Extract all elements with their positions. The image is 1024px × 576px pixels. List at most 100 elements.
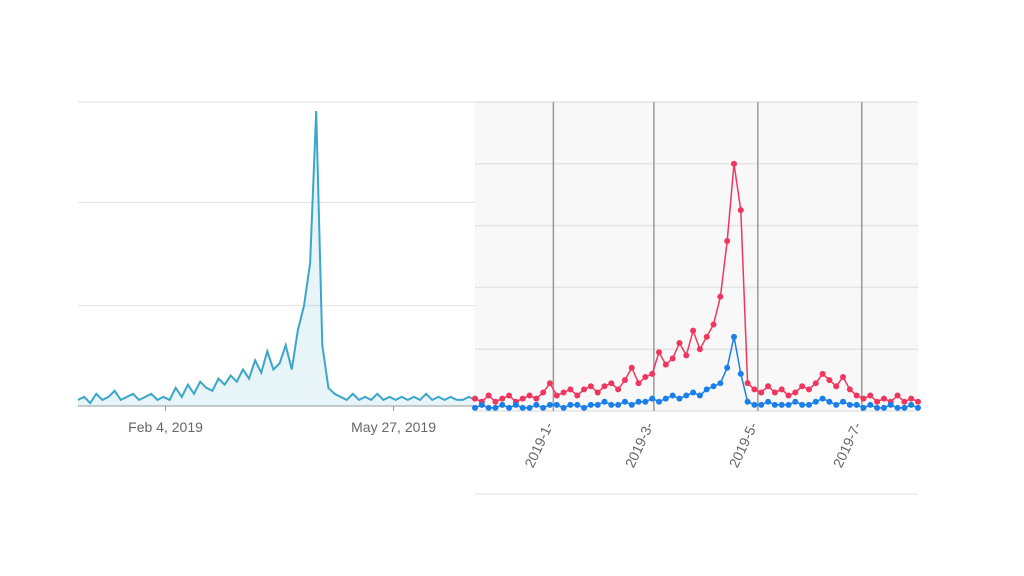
point: [581, 404, 588, 411]
point: [915, 404, 921, 411]
point: [649, 370, 656, 377]
right-plot-background: [475, 102, 918, 411]
point: [792, 398, 799, 405]
point: [799, 401, 806, 408]
point: [915, 398, 921, 405]
point: [867, 401, 874, 408]
point: [724, 238, 731, 245]
point: [669, 355, 676, 362]
point: [765, 398, 772, 405]
point: [887, 401, 894, 408]
point: [546, 380, 553, 387]
point: [628, 401, 635, 408]
point: [840, 374, 847, 381]
point: [601, 383, 608, 390]
point: [492, 398, 499, 405]
point: [826, 398, 833, 405]
point: [730, 333, 737, 340]
point: [533, 401, 540, 408]
area-fill: [78, 111, 475, 406]
point: [683, 352, 690, 359]
point: [499, 401, 506, 408]
point: [662, 395, 669, 402]
x-tick-label: Feb 4, 2019: [128, 419, 203, 435]
point: [656, 349, 663, 356]
point: [478, 401, 485, 408]
point: [472, 404, 478, 411]
point: [690, 389, 697, 396]
point: [737, 207, 744, 214]
point: [560, 389, 567, 396]
point: [908, 401, 915, 408]
point: [696, 392, 703, 399]
point: [894, 392, 901, 399]
point: [472, 395, 478, 402]
point: [812, 398, 819, 405]
point: [649, 395, 656, 402]
point: [635, 380, 642, 387]
point: [710, 321, 717, 328]
point: [860, 404, 867, 411]
point: [676, 395, 683, 402]
point: [560, 404, 567, 411]
point: [519, 404, 526, 411]
point: [546, 401, 553, 408]
point: [526, 392, 533, 399]
point: [833, 401, 840, 408]
point: [642, 374, 649, 381]
point: [567, 386, 574, 393]
point: [730, 160, 737, 167]
point: [635, 398, 642, 405]
point: [758, 389, 765, 396]
point: [751, 386, 758, 393]
point: [901, 398, 908, 405]
point: [621, 398, 628, 405]
point: [621, 377, 628, 384]
point: [846, 386, 853, 393]
point: [492, 404, 499, 411]
point: [710, 383, 717, 390]
point: [594, 389, 601, 396]
point: [574, 401, 581, 408]
trend-line: [77, 111, 476, 405]
point: [628, 364, 635, 371]
point: [860, 395, 867, 402]
point: [662, 361, 669, 368]
point: [853, 401, 860, 408]
point: [805, 386, 812, 393]
point: [778, 401, 785, 408]
point: [601, 398, 608, 405]
point: [874, 404, 881, 411]
point: [656, 398, 663, 405]
point: [608, 401, 615, 408]
point: [737, 370, 744, 377]
point: [778, 386, 785, 393]
point: [587, 401, 594, 408]
point: [758, 401, 765, 408]
point: [812, 380, 819, 387]
point: [833, 383, 840, 390]
point: [690, 327, 697, 334]
point: [587, 383, 594, 390]
point: [485, 404, 492, 411]
point: [744, 380, 751, 387]
point: [533, 395, 540, 402]
x-tick-label: 2019-7-: [830, 419, 865, 470]
point: [512, 401, 519, 408]
point: [669, 392, 676, 399]
x-tick-label: 2019-1-: [521, 419, 556, 470]
point: [703, 386, 710, 393]
point: [608, 380, 615, 387]
point: [771, 401, 778, 408]
point: [615, 386, 622, 393]
point: [519, 395, 526, 402]
point: [553, 401, 560, 408]
point: [874, 398, 881, 405]
x-tick-label: May 27, 2019: [351, 419, 436, 435]
point: [574, 392, 581, 399]
point: [724, 364, 731, 371]
point: [696, 346, 703, 353]
point: [615, 401, 622, 408]
point: [751, 401, 758, 408]
